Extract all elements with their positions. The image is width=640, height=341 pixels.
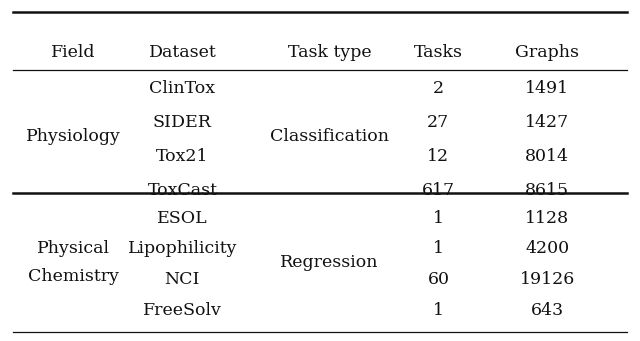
Text: Graphs: Graphs xyxy=(515,44,579,61)
Text: Tox21: Tox21 xyxy=(156,148,209,165)
Text: SIDER: SIDER xyxy=(153,114,212,131)
Text: 1: 1 xyxy=(433,302,444,319)
Text: Physiology: Physiology xyxy=(26,128,121,145)
Text: 19126: 19126 xyxy=(520,271,575,288)
Text: 1: 1 xyxy=(433,210,444,227)
Text: 27: 27 xyxy=(428,114,449,131)
Text: 8014: 8014 xyxy=(525,148,569,165)
Text: 12: 12 xyxy=(428,148,449,165)
Text: 1427: 1427 xyxy=(525,114,570,131)
Text: ESOL: ESOL xyxy=(157,210,208,227)
Text: 643: 643 xyxy=(531,302,564,319)
Text: 1491: 1491 xyxy=(525,80,569,97)
Text: 1: 1 xyxy=(433,240,444,257)
Text: Classification: Classification xyxy=(270,128,389,145)
Text: Field: Field xyxy=(51,44,96,61)
Text: 1128: 1128 xyxy=(525,210,569,227)
Text: 2: 2 xyxy=(433,80,444,97)
Text: ClinTox: ClinTox xyxy=(149,80,216,97)
Text: 617: 617 xyxy=(422,182,455,199)
Text: Physical: Physical xyxy=(37,240,110,257)
Text: Chemistry: Chemistry xyxy=(28,268,119,285)
Text: Task type: Task type xyxy=(288,44,371,61)
Text: 8615: 8615 xyxy=(525,182,569,199)
Text: Tasks: Tasks xyxy=(414,44,463,61)
Text: 4200: 4200 xyxy=(525,240,569,257)
Text: NCI: NCI xyxy=(164,271,200,288)
Text: Dataset: Dataset xyxy=(148,44,216,61)
Text: 60: 60 xyxy=(428,271,449,288)
Text: ToxCast: ToxCast xyxy=(147,182,218,199)
Text: Lipophilicity: Lipophilicity xyxy=(127,240,237,257)
Text: FreeSolv: FreeSolv xyxy=(143,302,222,319)
Text: Regression: Regression xyxy=(280,254,379,271)
